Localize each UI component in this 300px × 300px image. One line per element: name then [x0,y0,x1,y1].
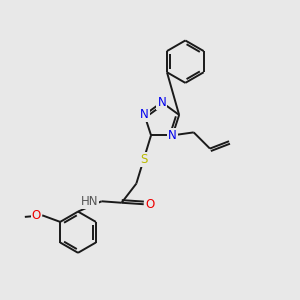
Text: N: N [168,129,177,142]
Text: O: O [32,209,41,222]
Text: HN: HN [80,195,98,208]
Text: N: N [140,108,149,122]
Text: N: N [158,96,166,109]
Text: S: S [140,153,147,166]
Text: O: O [145,198,154,211]
